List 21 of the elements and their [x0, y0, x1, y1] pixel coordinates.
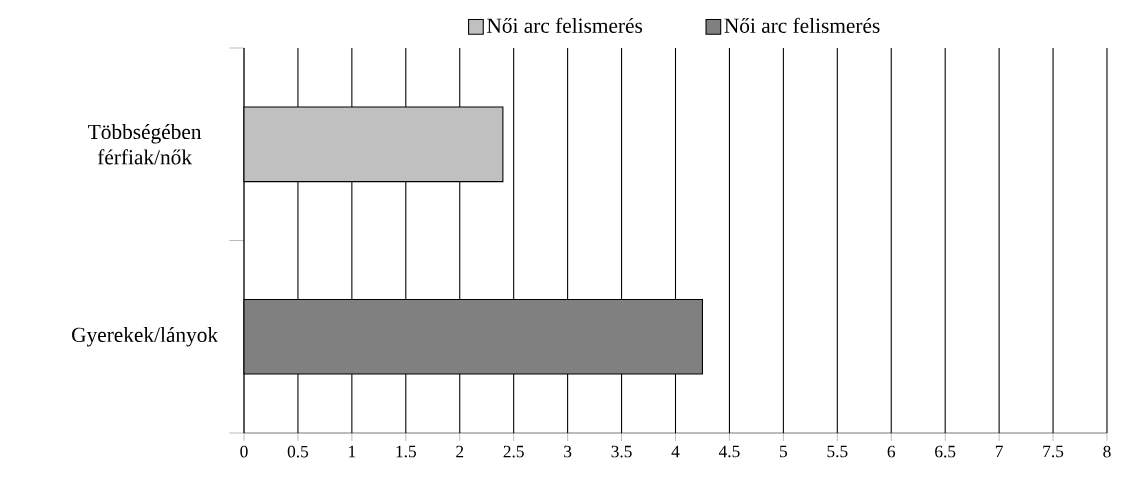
y-tick-label: Többségében férfiak/nők: [88, 124, 202, 165]
x-tick-label: 0: [240, 445, 248, 458]
x-tick-label: 2: [456, 445, 464, 458]
legend-label: Női arc felismerés: [487, 17, 643, 33]
legend-label: Női arc felismerés: [724, 17, 880, 33]
x-tick-label: 2.5: [503, 445, 524, 458]
x-tick-label: 1: [349, 445, 356, 458]
x-tick-label: 5: [780, 445, 788, 458]
x-tick-label: 7.5: [1043, 445, 1064, 458]
x-tick-label: 0.5: [287, 445, 309, 458]
x-tick-label: 4.5: [718, 445, 740, 458]
x-tick-label: 7: [995, 445, 1003, 458]
x-tick-label: 6: [887, 445, 896, 458]
x-tick-label: 6.5: [935, 445, 956, 458]
x-tick-label: 3.5: [611, 445, 632, 458]
x-tick-label: 1.5: [396, 445, 416, 458]
x-tick-label: 4: [671, 445, 680, 458]
x-tick-label: 8: [1103, 445, 1111, 458]
x-tick-label: 5.5: [827, 445, 848, 458]
y-tick-label: Gyerekek/lányok: [72, 327, 219, 347]
x-tick-label: 3: [564, 445, 572, 458]
